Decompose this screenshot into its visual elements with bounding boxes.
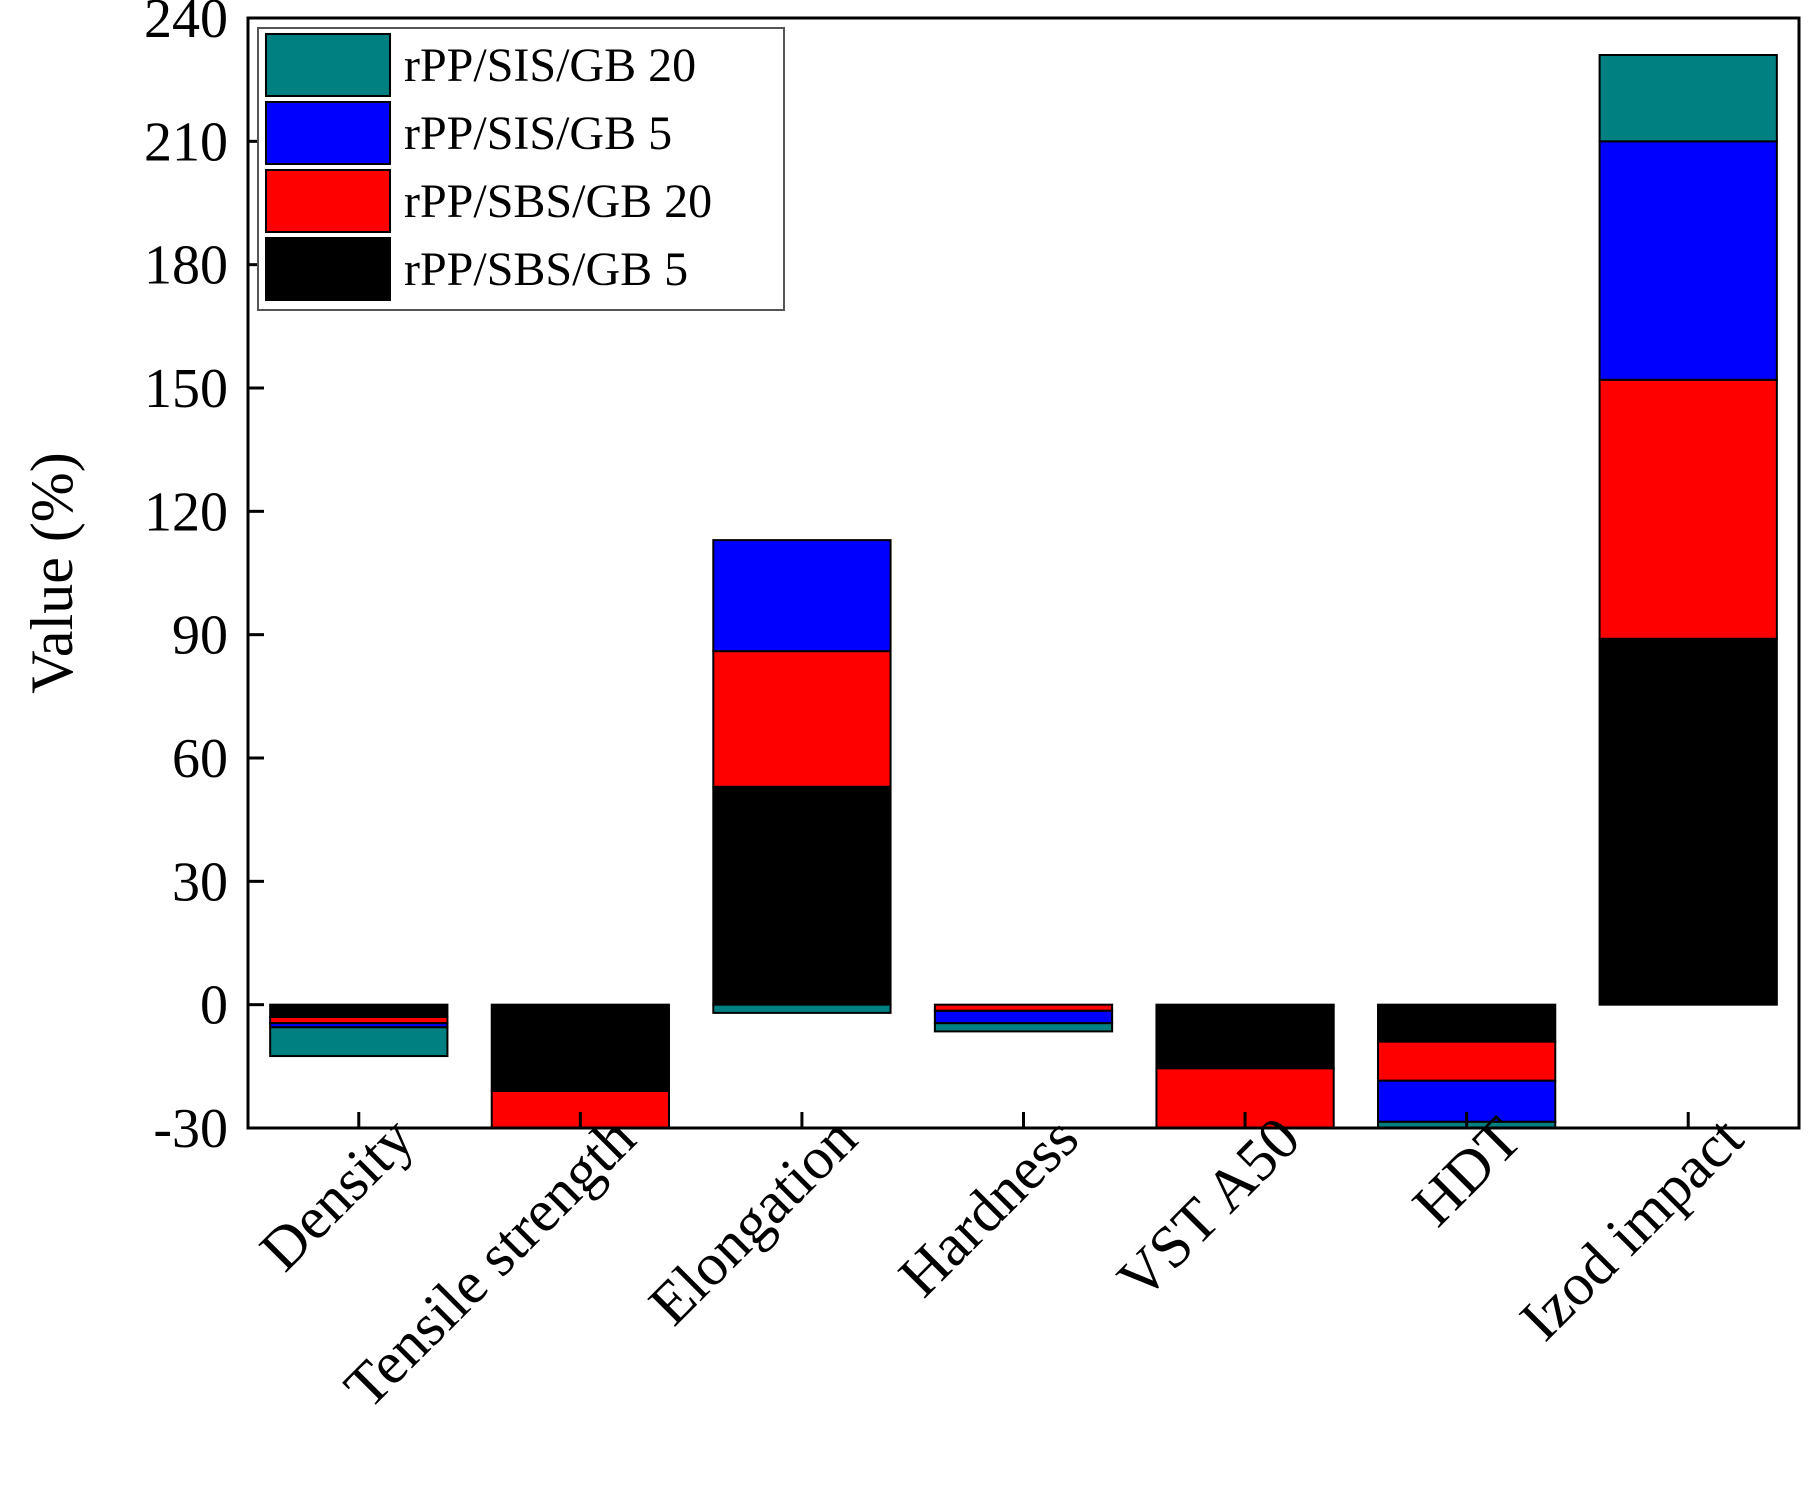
legend-label-rpp-sis-gb-20: rPP/SIS/GB 20 bbox=[404, 39, 696, 92]
y-tick-label: 90 bbox=[172, 605, 228, 667]
bar-elongation-rpp-sbs-gb-20 bbox=[712, 650, 892, 788]
legend-swatch-rpp-sis-gb-20 bbox=[265, 33, 391, 97]
legend-swatch-rpp-sbs-gb-20 bbox=[265, 169, 391, 233]
legend: rPP/SIS/GB 20 rPP/SIS/GB 5 rPP/SBS/GB 20 rP… bbox=[257, 27, 785, 311]
category-label-hardness: Hardness bbox=[886, 1105, 1091, 1310]
legend-label-rpp-sbs-gb-20: rPP/SBS/GB 20 bbox=[404, 175, 712, 228]
y-tick-label: 120 bbox=[144, 481, 228, 543]
bar-elongation-rpp-sis-gb-20 bbox=[712, 1003, 892, 1014]
y-tick-label: 60 bbox=[172, 728, 228, 790]
bar-izod-impact-rpp-sbs-gb-20 bbox=[1598, 378, 1778, 640]
bars-group bbox=[269, 54, 1778, 1128]
bar-tensile-strength-rpp-sbs-gb-5 bbox=[490, 1003, 670, 1093]
bar-hdt-rpp-sbs-gb-5 bbox=[1377, 1003, 1557, 1043]
bar-hdt-rpp-sbs-gb-20 bbox=[1377, 1040, 1557, 1082]
y-tick-label: 240 bbox=[144, 0, 228, 50]
y-axis-ticks: -30 0 30 60 90 120 150 180 210 240 bbox=[144, 0, 264, 1160]
y-tick-label: -30 bbox=[153, 1098, 228, 1160]
bar-elongation-rpp-sbs-gb-5 bbox=[712, 785, 892, 1006]
bar-izod-impact-rpp-sis-gb-20 bbox=[1598, 54, 1778, 143]
bar-hardness-rpp-sis-gb-5 bbox=[933, 1009, 1114, 1025]
bar-vst-a50-rpp-sbs-gb-5 bbox=[1155, 1003, 1335, 1070]
bar-density-rpp-sbs-gb-5 bbox=[269, 1003, 449, 1019]
y-tick-label: 210 bbox=[144, 111, 228, 173]
legend-label-rpp-sbs-gb-5: rPP/SBS/GB 5 bbox=[404, 243, 688, 296]
y-tick-label: 150 bbox=[144, 358, 228, 420]
legend-label-rpp-sis-gb-5: rPP/SIS/GB 5 bbox=[404, 107, 672, 160]
bar-hardness-rpp-sis-gb-20 bbox=[933, 1022, 1114, 1033]
bar-density-rpp-sis-gb-20 bbox=[269, 1026, 449, 1058]
legend-swatch-rpp-sis-gb-5 bbox=[265, 101, 391, 165]
category-label-elongation: Elongation bbox=[636, 1105, 869, 1338]
y-tick-label: 0 bbox=[200, 975, 228, 1037]
plot-frame bbox=[246, 16, 1801, 1130]
bar-izod-impact-rpp-sis-gb-5 bbox=[1598, 140, 1778, 381]
category-label-density: Density bbox=[247, 1105, 426, 1284]
x-axis-ticks bbox=[357, 1112, 1690, 1128]
category-label-izod-impact: Izod impact bbox=[1507, 1104, 1755, 1352]
y-tick-label: 180 bbox=[144, 235, 228, 297]
bar-elongation-rpp-sis-gb-5 bbox=[712, 539, 892, 653]
y-tick-label: 30 bbox=[172, 851, 228, 913]
legend-swatch-rpp-sbs-gb-5 bbox=[265, 237, 391, 301]
bar-izod-impact-rpp-sbs-gb-5 bbox=[1598, 637, 1778, 1006]
y-axis-title: Value (%) bbox=[19, 452, 85, 694]
category-label-vst-a50: VST A50 bbox=[1105, 1105, 1312, 1312]
